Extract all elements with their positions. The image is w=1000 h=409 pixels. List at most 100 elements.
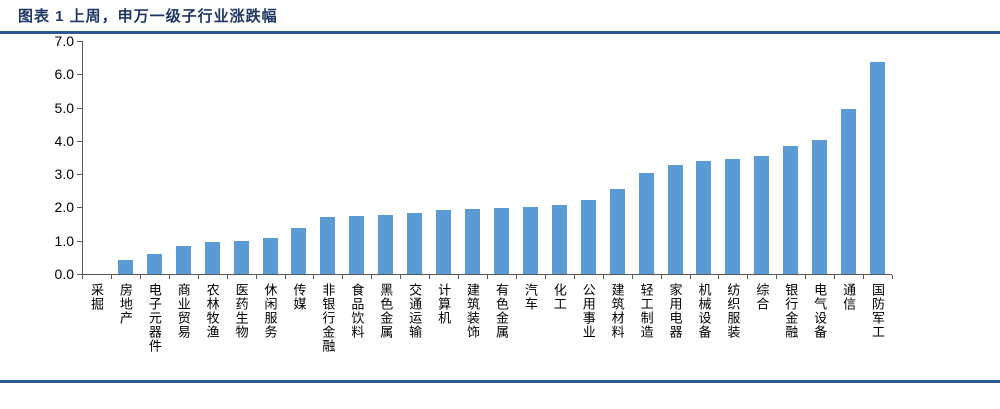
x-axis-tick <box>458 275 460 279</box>
x-axis-tick <box>834 275 836 279</box>
bar-5 <box>204 242 220 274</box>
y-axis-tick <box>77 74 82 76</box>
bar-18 <box>580 200 596 274</box>
bar-27 <box>841 109 857 274</box>
x-axis-tick <box>631 275 633 279</box>
x-axis-category-label: 电子元器件 <box>146 283 162 353</box>
x-axis-tick <box>429 275 431 279</box>
title-divider-line <box>0 31 1000 34</box>
x-axis-tick <box>371 275 373 279</box>
x-axis-category-label: 通信 <box>841 283 857 311</box>
x-axis-category-label: 家用电器 <box>667 283 683 339</box>
y-axis-tick <box>77 240 82 242</box>
x-axis-category-label: 房地产 <box>117 283 133 325</box>
bar-7 <box>262 238 278 274</box>
x-axis-tick <box>110 275 112 279</box>
bar-24 <box>754 156 770 274</box>
x-axis-category-label: 非银行金融 <box>320 283 336 353</box>
y-axis-tick <box>77 207 82 209</box>
x-axis-tick <box>400 275 402 279</box>
bar-14 <box>465 209 481 274</box>
x-axis-tick <box>313 275 315 279</box>
x-axis-tick <box>892 275 893 279</box>
x-axis-tick <box>689 275 691 279</box>
y-axis-tick-label: 4.0 <box>54 132 74 149</box>
bar-25 <box>783 146 799 274</box>
bar-28 <box>870 62 886 274</box>
y-axis-tick-label: 1.0 <box>54 232 74 249</box>
x-axis-tick <box>863 275 865 279</box>
x-axis-category-label: 传媒 <box>291 283 307 311</box>
bar-6 <box>233 241 249 274</box>
bar-3 <box>146 254 162 274</box>
x-axis-category-label: 综合 <box>754 283 770 311</box>
y-axis-tick-label: 2.0 <box>54 199 74 216</box>
bar-15 <box>493 208 509 274</box>
bar-20 <box>638 173 654 274</box>
y-axis-line <box>82 41 83 274</box>
x-axis-category-label: 建筑材料 <box>609 283 625 339</box>
x-axis-category-label: 机械设备 <box>696 283 712 339</box>
bar-26 <box>812 140 828 274</box>
x-axis-tick <box>544 275 546 279</box>
x-axis-category-label: 化工 <box>551 283 567 311</box>
bar-2 <box>117 260 133 274</box>
y-axis-tick-label: 3.0 <box>54 166 74 183</box>
x-axis-tick <box>805 275 807 279</box>
x-axis-tick <box>515 275 517 279</box>
x-axis-category-label: 公用事业 <box>580 283 596 339</box>
bar-22 <box>696 161 712 274</box>
bar-21 <box>667 165 683 274</box>
x-axis-tick <box>226 275 228 279</box>
x-axis-tick <box>747 275 749 279</box>
x-axis-category-label: 食品饮料 <box>349 283 365 339</box>
y-axis-tick-label: 0.0 <box>54 266 74 282</box>
bar-4 <box>175 246 191 274</box>
x-axis-tick <box>255 275 257 279</box>
y-axis-tick <box>77 274 82 275</box>
y-axis-tick <box>77 107 82 109</box>
x-axis-category-label: 轻工制造 <box>638 283 654 339</box>
bar-17 <box>551 205 567 274</box>
x-axis-tick <box>573 275 575 279</box>
x-axis-tick <box>342 275 344 279</box>
bar-23 <box>725 159 741 274</box>
x-axis-tick <box>139 275 141 279</box>
y-axis-tick-label: 7.0 <box>54 33 74 49</box>
x-axis-tick <box>660 275 662 279</box>
chart-title: 图表 1 上周，申万一级子行业涨跌幅 <box>18 8 278 25</box>
x-axis-tick <box>487 275 488 279</box>
x-axis-tick <box>602 275 604 279</box>
x-axis-tick <box>284 275 286 279</box>
x-axis-category-label: 计算机 <box>436 283 452 325</box>
bar-9 <box>320 217 336 274</box>
x-axis-tick <box>718 275 720 279</box>
x-axis-line <box>82 274 892 275</box>
x-axis-category-label: 有色金属 <box>493 283 509 339</box>
x-axis-category-label: 银行金融 <box>783 283 799 339</box>
x-axis-category-label: 农林牧渔 <box>204 283 220 339</box>
x-axis-tick <box>82 275 83 279</box>
y-axis-tick-label: 6.0 <box>54 66 74 83</box>
x-axis-tick <box>776 275 778 279</box>
x-axis-category-label: 国防军工 <box>870 283 886 339</box>
x-axis-tick <box>197 275 199 279</box>
bar-8 <box>291 228 307 274</box>
y-axis-tick <box>77 174 82 176</box>
x-axis-category-label: 建筑装饰 <box>465 283 481 339</box>
x-axis-category-label: 电气设备 <box>812 283 828 339</box>
bar-16 <box>522 207 538 274</box>
x-axis-category-label: 休闲服务 <box>262 283 278 339</box>
bar-19 <box>609 189 625 274</box>
bottom-divider-line <box>0 380 1000 383</box>
bar-11 <box>378 215 394 274</box>
x-axis-category-label: 医药生物 <box>233 283 249 339</box>
bar-13 <box>436 210 452 274</box>
x-axis-category-label: 商业贸易 <box>175 283 191 339</box>
y-axis-tick-label: 5.0 <box>54 99 74 116</box>
x-axis-tick <box>168 275 170 279</box>
bar-10 <box>349 216 365 274</box>
